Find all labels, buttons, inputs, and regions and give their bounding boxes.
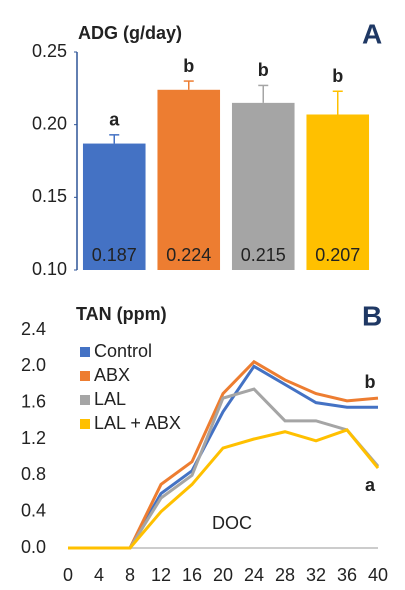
group-letter: b: [332, 66, 343, 86]
annotation: b: [365, 372, 376, 392]
legend-label: Control: [94, 341, 152, 361]
bar: [306, 114, 370, 270]
x-tick-label: 4: [94, 565, 104, 585]
y-tick-label: 2.0: [21, 355, 46, 375]
y-tick-label: 0.0: [21, 537, 46, 557]
x-tick-label: 20: [213, 565, 233, 585]
chart-title: TAN (ppm): [76, 304, 167, 324]
y-tick-label: 1.6: [21, 391, 46, 411]
x-tick-label: 0: [63, 565, 73, 585]
bar: [157, 89, 221, 270]
legend-label: LAL: [94, 389, 126, 409]
panel-label: A: [362, 18, 382, 49]
x-tick-label: 40: [368, 565, 388, 585]
line-series: [68, 428, 380, 550]
y-tick-label: 0.4: [21, 500, 46, 520]
group-letter: a: [109, 110, 120, 130]
legend-label: ABX: [94, 365, 130, 385]
y-tick-label: 0.20: [32, 113, 67, 133]
x-tick-label: 32: [306, 565, 326, 585]
x-tick-label: 16: [182, 565, 202, 585]
x-tick-label: 8: [125, 565, 135, 585]
legend-swatch: [80, 371, 90, 381]
annotation: a: [365, 475, 376, 495]
chart-title: ADG (g/day): [78, 23, 182, 43]
group-letter: b: [258, 60, 269, 80]
bar: [231, 102, 295, 270]
value-label: 0.224: [166, 245, 211, 265]
y-tick-label: 2.4: [21, 319, 46, 339]
x-tick-label: 12: [151, 565, 171, 585]
value-label: 0.215: [241, 245, 286, 265]
y-tick-label: 0.10: [32, 259, 67, 279]
value-label: 0.187: [92, 245, 137, 265]
x-axis-label: DOC: [212, 513, 252, 533]
legend-swatch: [80, 419, 90, 429]
group-letter: b: [183, 56, 194, 76]
x-tick-label: 28: [275, 565, 295, 585]
bar: [82, 143, 146, 270]
panel-label: B: [362, 300, 382, 331]
y-tick-label: 0.15: [32, 186, 67, 206]
legend-swatch: [80, 395, 90, 405]
y-tick-label: 0.25: [32, 41, 67, 61]
y-tick-label: 0.8: [21, 464, 46, 484]
y-tick-label: 1.2: [21, 428, 46, 448]
value-label: 0.207: [315, 245, 360, 265]
legend-swatch: [80, 347, 90, 357]
x-tick-label: 36: [337, 565, 357, 585]
x-tick-label: 24: [244, 565, 264, 585]
legend-label: LAL + ABX: [94, 413, 181, 433]
